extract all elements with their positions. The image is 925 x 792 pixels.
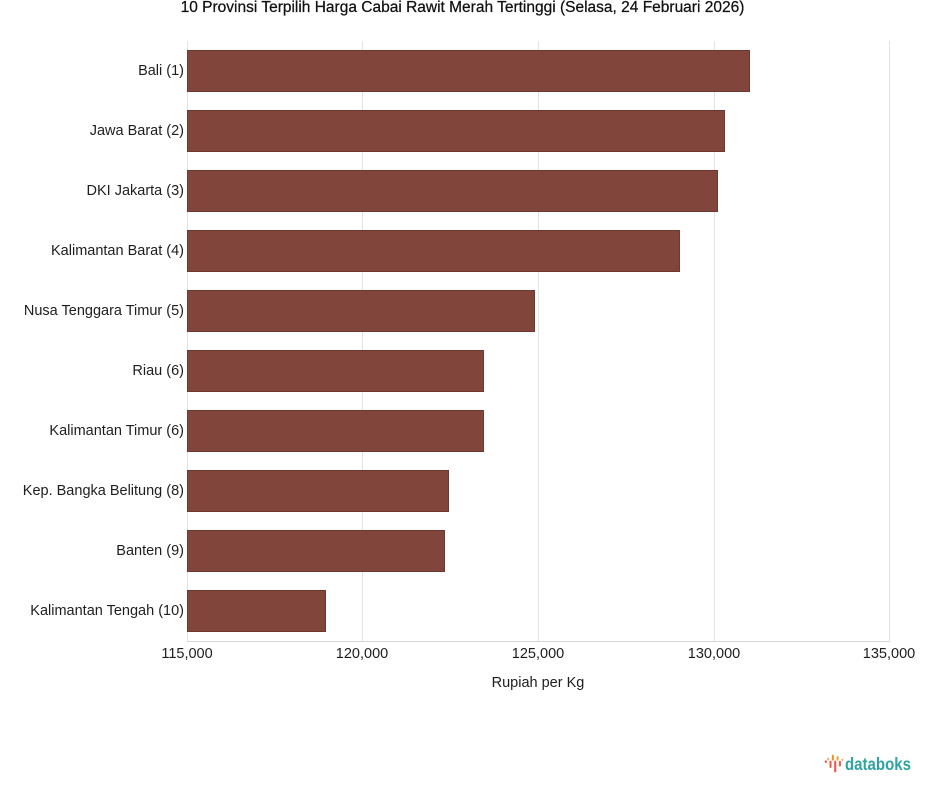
svg-text:databoks: databoks — [845, 754, 911, 774]
